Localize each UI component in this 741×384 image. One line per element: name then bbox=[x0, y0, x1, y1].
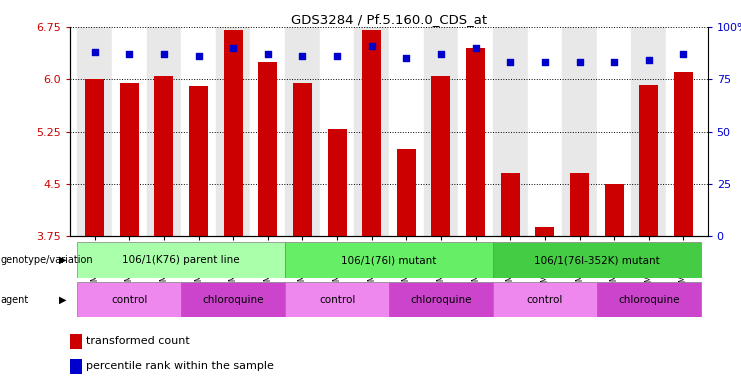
Bar bbox=[147, 27, 182, 236]
Point bbox=[366, 43, 378, 49]
Point bbox=[89, 49, 101, 55]
Bar bbox=[85, 79, 104, 236]
Bar bbox=[285, 242, 493, 278]
Bar bbox=[674, 72, 693, 236]
Bar bbox=[501, 174, 519, 236]
Bar bbox=[397, 149, 416, 236]
Point bbox=[470, 45, 482, 51]
Point bbox=[158, 51, 170, 57]
Bar bbox=[112, 27, 147, 236]
Bar bbox=[189, 86, 208, 236]
Bar bbox=[535, 227, 554, 236]
Bar bbox=[493, 27, 528, 236]
Bar bbox=[77, 282, 182, 317]
Text: control: control bbox=[319, 295, 355, 305]
Bar bbox=[458, 27, 493, 236]
Bar bbox=[182, 282, 285, 317]
Point bbox=[505, 60, 516, 66]
Text: control: control bbox=[111, 295, 147, 305]
Bar bbox=[285, 282, 389, 317]
Text: chloroquine: chloroquine bbox=[411, 295, 472, 305]
Text: control: control bbox=[527, 295, 563, 305]
Bar bbox=[293, 83, 312, 236]
Bar bbox=[639, 85, 658, 236]
Text: chloroquine: chloroquine bbox=[202, 295, 264, 305]
Bar bbox=[70, 359, 82, 374]
Text: chloroquine: chloroquine bbox=[618, 295, 679, 305]
Point bbox=[400, 55, 412, 61]
Text: ▶: ▶ bbox=[59, 255, 67, 265]
Point bbox=[331, 53, 343, 59]
Point bbox=[435, 51, 447, 57]
Text: 106/1(76I-352K) mutant: 106/1(76I-352K) mutant bbox=[534, 255, 659, 265]
Bar bbox=[562, 27, 597, 236]
Bar bbox=[570, 174, 589, 236]
Text: percentile rank within the sample: percentile rank within the sample bbox=[86, 361, 274, 371]
Text: 106/1(76I) mutant: 106/1(76I) mutant bbox=[342, 255, 436, 265]
Point bbox=[643, 57, 655, 63]
Point bbox=[227, 45, 239, 51]
Bar bbox=[666, 27, 701, 236]
Point bbox=[193, 53, 205, 59]
Bar bbox=[250, 27, 285, 236]
Bar bbox=[182, 27, 216, 236]
Text: 106/1(K76) parent line: 106/1(K76) parent line bbox=[122, 255, 240, 265]
Bar bbox=[224, 30, 243, 236]
Point bbox=[296, 53, 308, 59]
Bar bbox=[597, 282, 701, 317]
Bar bbox=[605, 184, 624, 236]
Bar bbox=[154, 76, 173, 236]
Bar bbox=[77, 27, 112, 236]
Point bbox=[123, 51, 135, 57]
Point bbox=[574, 60, 585, 66]
Bar bbox=[285, 27, 320, 236]
Bar bbox=[493, 282, 597, 317]
Bar bbox=[259, 62, 277, 236]
Bar bbox=[389, 27, 424, 236]
Point bbox=[608, 60, 620, 66]
Text: genotype/variation: genotype/variation bbox=[1, 255, 93, 265]
Point bbox=[539, 60, 551, 66]
Bar bbox=[320, 27, 354, 236]
Bar bbox=[389, 282, 493, 317]
Bar bbox=[328, 129, 347, 236]
Bar bbox=[424, 27, 458, 236]
Bar bbox=[70, 334, 82, 349]
Bar bbox=[597, 27, 631, 236]
Bar bbox=[362, 30, 381, 236]
Bar bbox=[466, 48, 485, 236]
Bar bbox=[354, 27, 389, 236]
Text: agent: agent bbox=[1, 295, 29, 305]
Bar bbox=[120, 83, 139, 236]
Point bbox=[677, 51, 689, 57]
Bar bbox=[631, 27, 666, 236]
Bar bbox=[431, 76, 451, 236]
Text: transformed count: transformed count bbox=[86, 336, 190, 346]
Bar bbox=[493, 242, 701, 278]
Bar bbox=[216, 27, 250, 236]
Point bbox=[262, 51, 273, 57]
Text: ▶: ▶ bbox=[59, 295, 67, 305]
Title: GDS3284 / Pf.5.160.0_CDS_at: GDS3284 / Pf.5.160.0_CDS_at bbox=[291, 13, 487, 26]
Bar bbox=[77, 242, 285, 278]
Bar bbox=[528, 27, 562, 236]
